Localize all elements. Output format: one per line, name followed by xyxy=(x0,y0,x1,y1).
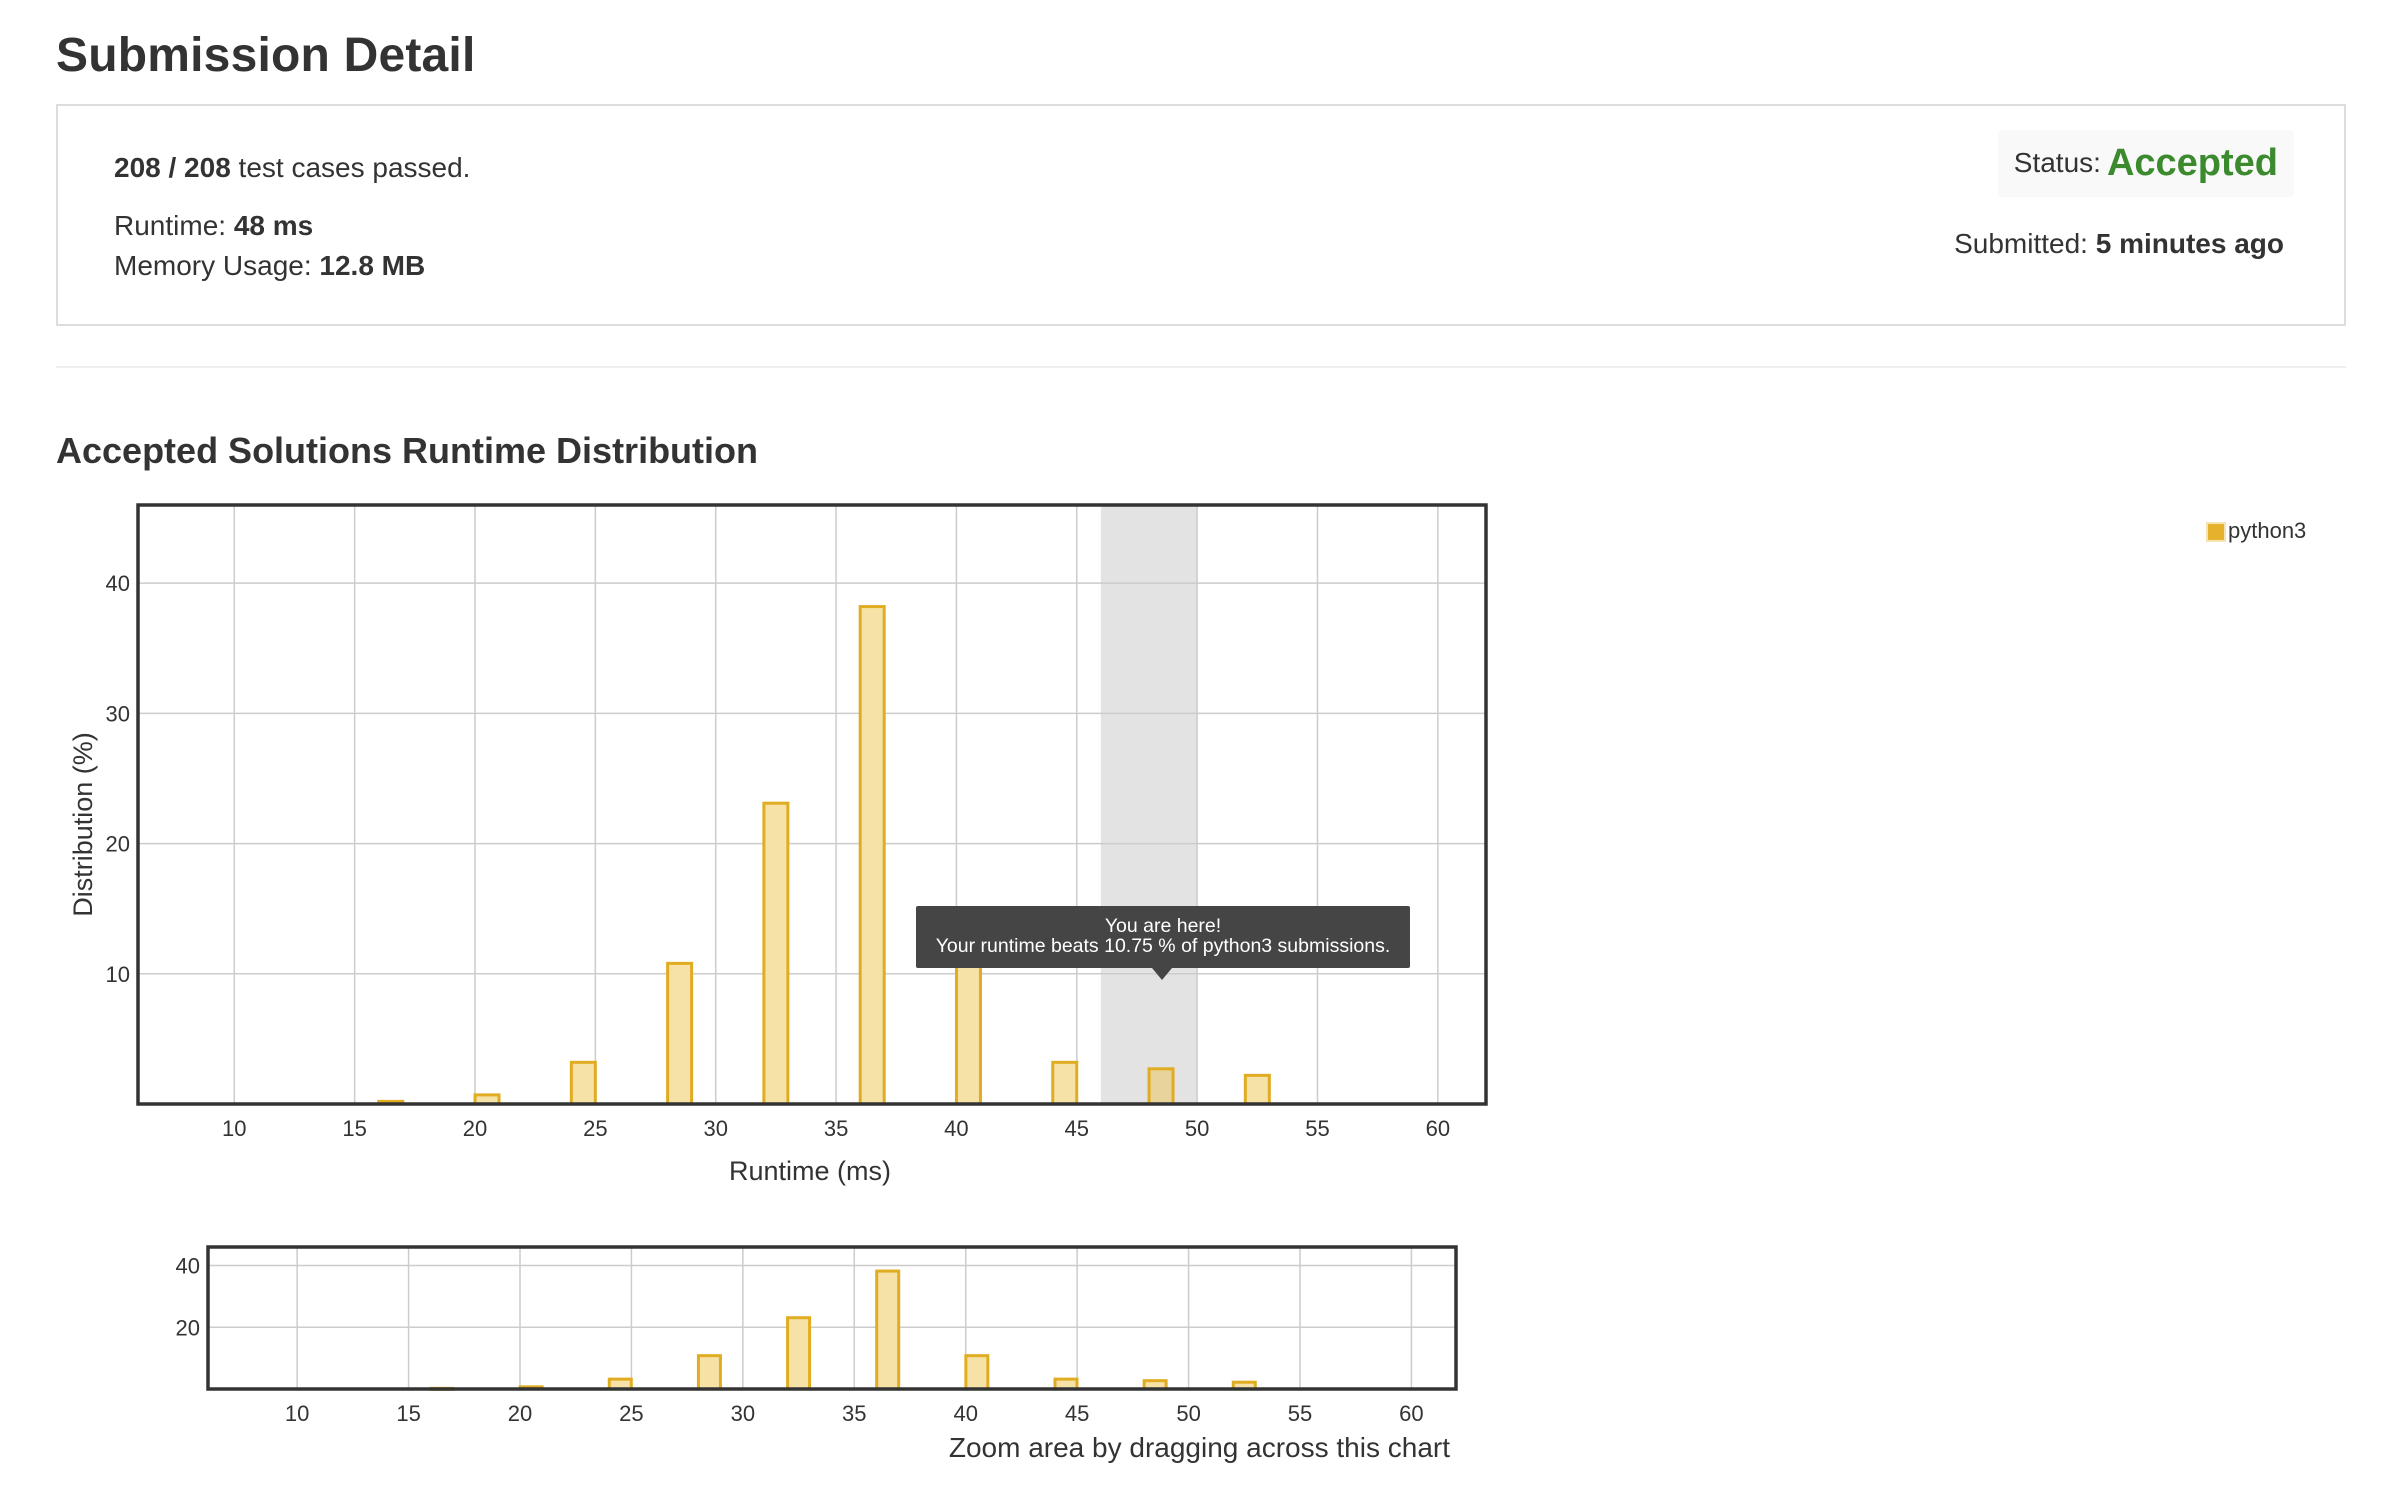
navigator-bar-36.5[interactable] xyxy=(875,1269,901,1391)
submitted-line: Submitted: 5 minutes ago xyxy=(1954,228,2284,260)
status-box: Status: Accepted xyxy=(1997,130,2294,197)
main-bar-24.5[interactable] xyxy=(569,1060,597,1106)
navigator-y-tick-label: 40 xyxy=(176,1254,200,1279)
submitted-value: 5 minutes ago xyxy=(2095,228,2284,259)
page-title: Submission Detail xyxy=(56,29,476,82)
section-title: Accepted Solutions Runtime Distribution xyxy=(56,430,759,471)
main-x-tick-label: 20 xyxy=(463,1116,487,1141)
main-bar-52.5[interactable] xyxy=(1243,1073,1271,1106)
navigator-y-tick-label: 20 xyxy=(176,1315,200,1340)
main-bar-32.5[interactable] xyxy=(762,801,790,1106)
main-x-tick-label: 10 xyxy=(222,1116,246,1141)
tooltip-line-2: Your runtime beats 10.75 % of python3 su… xyxy=(935,935,1391,957)
navigator-x-tick-label: 30 xyxy=(731,1401,755,1426)
legend-label-python3: python3 xyxy=(2228,518,2307,543)
main-x-tick-label: 40 xyxy=(944,1116,968,1141)
navigator-x-tick-label: 20 xyxy=(508,1401,532,1426)
main-plot-area[interactable] xyxy=(138,505,1486,1104)
navigator-x-tick-label: 60 xyxy=(1399,1401,1423,1426)
navigator-plot-frame xyxy=(206,1245,1458,1391)
runtime-tooltip: You are here! Your runtime beats 10.75 %… xyxy=(916,906,1410,980)
main-x-tick-label: 35 xyxy=(824,1116,848,1141)
navigator-plot-area[interactable] xyxy=(208,1247,1456,1389)
y-axis-title: Distribution (%) xyxy=(68,732,98,917)
memory-value: 12.8 MB xyxy=(319,250,426,281)
navigator-x-tick-label: 35 xyxy=(842,1401,866,1426)
main-x-tick-label: 60 xyxy=(1426,1116,1450,1141)
your-runtime-highlight-band xyxy=(1100,505,1198,1104)
navigator-x-tick-label: 45 xyxy=(1065,1401,1089,1426)
navigator-x-tick-label: 40 xyxy=(953,1401,977,1426)
navigator-x-tick-label: 55 xyxy=(1288,1401,1312,1426)
navigator-x-tick-label: 25 xyxy=(619,1401,643,1426)
tooltip-arrow xyxy=(1152,968,1172,980)
navigator-bar-28.5[interactable] xyxy=(696,1354,722,1391)
main-y-tick-label: 20 xyxy=(106,832,130,857)
navigator-bar-40.5[interactable] xyxy=(964,1354,990,1391)
main-x-tick-label: 55 xyxy=(1305,1116,1329,1141)
main-x-tick-label: 50 xyxy=(1185,1116,1209,1141)
navigator-x-tick-label: 10 xyxy=(285,1401,309,1426)
main-chart[interactable]: 10 15 20 25 30 35 40 45 50 55 60 10 20 30 40 Runtime (m… xyxy=(68,503,1488,1186)
test-cases-count: 208 / 208 xyxy=(114,152,231,183)
main-bar-44.5[interactable] xyxy=(1051,1060,1079,1106)
tooltip-line-1: You are here! xyxy=(1104,915,1222,937)
runtime-line: Runtime: 48 ms xyxy=(114,210,313,242)
main-x-tick-label: 45 xyxy=(1065,1116,1089,1141)
main-y-tick-label: 10 xyxy=(106,962,130,987)
submitted-label: Submitted: xyxy=(1954,228,2096,259)
navigator-x-tick-label: 50 xyxy=(1176,1401,1200,1426)
main-bar-28.5[interactable] xyxy=(666,961,694,1106)
runtime-value: 48 ms xyxy=(233,210,314,241)
main-y-tick-label: 40 xyxy=(106,571,130,596)
zoom-hint: Zoom area by dragging across this chart xyxy=(948,1432,1450,1463)
memory-line: Memory Usage: 12.8 MB xyxy=(114,250,425,282)
chart-legend[interactable]: python3 xyxy=(2206,518,2306,544)
main-x-tick-label: 30 xyxy=(703,1116,727,1141)
x-axis-title: Runtime (ms) xyxy=(729,1156,891,1186)
divider xyxy=(56,366,2346,368)
main-x-tick-label: 25 xyxy=(583,1116,607,1141)
main-y-tick-label: 30 xyxy=(106,701,130,726)
submission-detail-panel: 208 / 208 test cases passed. Runtime: 48… xyxy=(56,104,2346,326)
runtime-label: Runtime: xyxy=(114,210,234,241)
test-cases-summary: 208 / 208 test cases passed. xyxy=(114,152,470,184)
legend-swatch xyxy=(2206,522,2226,542)
main-x-tick-label: 15 xyxy=(342,1116,366,1141)
navigator-x-tick-label: 15 xyxy=(396,1401,420,1426)
status-label: Status: xyxy=(2013,147,2101,178)
status-value[interactable]: Accepted xyxy=(2106,142,2278,184)
main-plot-frame xyxy=(136,503,1488,1106)
navigator-bar-32.5[interactable] xyxy=(786,1316,812,1391)
navigator-chart[interactable]: 10 15 20 25 30 35 40 45 50 55 60 20 40 xyxy=(176,1245,1458,1426)
test-cases-text: test cases passed. xyxy=(230,152,471,183)
memory-label: Memory Usage: xyxy=(114,250,320,281)
main-bar-36.5[interactable] xyxy=(858,605,886,1106)
main-bar-40.5[interactable] xyxy=(954,961,982,1106)
main-bar-48.5[interactable] xyxy=(1147,1067,1175,1106)
